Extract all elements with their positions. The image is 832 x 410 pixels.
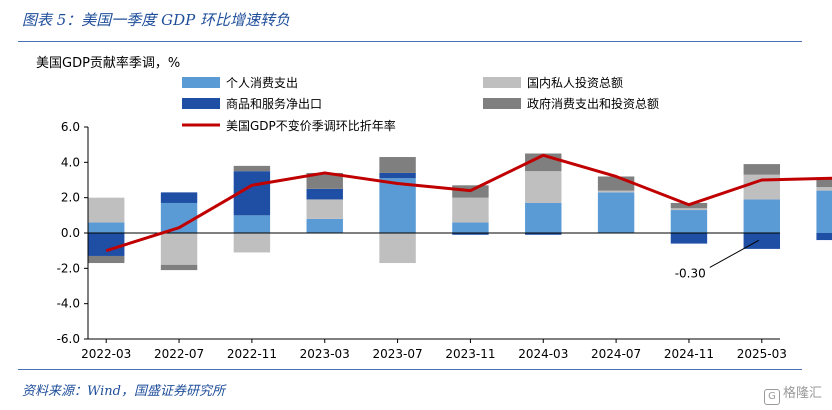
bar-net_exports-2023-07 xyxy=(379,172,416,179)
watermark-logo: G 格隆汇 xyxy=(763,382,822,405)
x-tick-label: 2022-03 xyxy=(81,347,131,361)
bar-private_investment-2024-11 xyxy=(670,208,708,211)
x-tick-label: 2023-07 xyxy=(373,347,423,361)
source-note: 资料来源：Wind，国盛证券研究所 xyxy=(22,384,225,399)
legend-swatch-net_exports xyxy=(182,98,220,109)
bar-government-undefined xyxy=(816,178,832,188)
bar-consumption-2023-03 xyxy=(306,218,343,233)
x-tick-label: 2024-11 xyxy=(664,347,714,361)
y-tick-label: -4.0 xyxy=(57,297,80,311)
legend-label-government: 政府消费支出和投资总额 xyxy=(527,96,659,111)
bar-government-2025-03 xyxy=(743,164,780,175)
logo-icon: G xyxy=(763,389,780,405)
bar-government-2022-03 xyxy=(88,255,125,264)
bar-layer xyxy=(88,153,832,271)
y-tick-label: 2.0 xyxy=(61,191,80,205)
bar-private_investment-2022-03 xyxy=(88,197,125,223)
bar-consumption-2024-11 xyxy=(670,210,708,233)
bar-consumption-2022-11 xyxy=(233,215,271,233)
footer-rule xyxy=(18,369,802,370)
x-tick-label: 2025-03 xyxy=(737,347,787,361)
x-tick-label: 2023-03 xyxy=(300,347,350,361)
bar-net_exports-undefined xyxy=(816,233,832,241)
legend-label-net_exports: 商品和服务净出口 xyxy=(226,96,322,111)
bar-government-2022-07 xyxy=(160,264,198,271)
bar-consumption-2023-11 xyxy=(452,222,489,233)
bar-private_investment-2023-11 xyxy=(452,197,489,223)
legend-swatch-government xyxy=(483,98,521,109)
x-tick-label: 2022-07 xyxy=(154,347,204,361)
annotation-leader xyxy=(709,239,760,268)
title-rule xyxy=(18,41,802,42)
x-tick-label: 2024-03 xyxy=(518,347,568,361)
bar-consumption-2022-03 xyxy=(88,222,125,233)
y-tick-label: 4.0 xyxy=(61,155,80,169)
legend-label-private_investment: 国内私人投资总额 xyxy=(527,75,623,90)
bar-consumption-2025-03 xyxy=(743,199,780,233)
bar-private_investment-2024-07 xyxy=(597,190,635,193)
y-tick-label: -2.0 xyxy=(57,261,80,275)
figure-title: 图表 5：美国一季度 GDP 环比增速转负 xyxy=(22,11,290,29)
bar-private_investment-2024-03 xyxy=(525,171,562,203)
bar-government-2023-07 xyxy=(379,157,416,173)
bar-private_investment-2023-07 xyxy=(379,233,416,264)
bar-net_exports-2022-07 xyxy=(160,192,198,203)
x-tick-label: 2022-11 xyxy=(227,347,277,361)
legend-label-gdp_line: 美国GDP不变价季调环比折年率 xyxy=(226,118,396,133)
bar-consumption-2024-07 xyxy=(597,192,635,233)
y-tick-label: -6.0 xyxy=(57,332,80,346)
legend-swatch-consumption xyxy=(182,77,220,88)
bar-government-2022-11 xyxy=(233,165,271,172)
bar-net_exports-2022-03 xyxy=(88,233,125,256)
y-tick-label: 0.0 xyxy=(61,226,80,240)
bar-net_exports-2023-11 xyxy=(452,233,489,235)
bar-net_exports-2023-03 xyxy=(306,188,343,200)
bar-private_investment-2022-11 xyxy=(233,233,271,253)
bar-net_exports-2024-03 xyxy=(525,233,562,235)
bar-net_exports-2025-03 xyxy=(743,233,780,249)
bar-private_investment-2022-07 xyxy=(160,233,198,265)
bar-consumption-2024-03 xyxy=(525,202,562,233)
bar-net_exports-2024-11 xyxy=(670,233,708,244)
x-tick-label: 2024-07 xyxy=(591,347,641,361)
bar-private_investment-2023-03 xyxy=(306,199,343,219)
annotation-label: -0.30 xyxy=(675,266,706,280)
bar-government-2024-07 xyxy=(597,176,635,191)
bar-government-2023-03 xyxy=(306,172,343,189)
bar-private_investment-undefined xyxy=(816,187,832,191)
bar-consumption-2023-07 xyxy=(379,178,416,233)
unit-label: 美国GDP贡献率季调，% xyxy=(36,56,181,71)
annotation-layer: -0.30 xyxy=(675,239,760,280)
y-tick-label: 6.0 xyxy=(61,120,80,134)
gdp-growth-line xyxy=(105,153,832,253)
logo-text: 格隆汇 xyxy=(782,386,822,401)
bar-consumption-undefined xyxy=(816,190,832,233)
line-layer xyxy=(105,153,832,253)
x-tick-label: 2023-11 xyxy=(445,347,495,361)
legend-label-consumption: 个人消费支出 xyxy=(226,76,298,90)
legend-swatch-private_investment xyxy=(483,77,521,88)
